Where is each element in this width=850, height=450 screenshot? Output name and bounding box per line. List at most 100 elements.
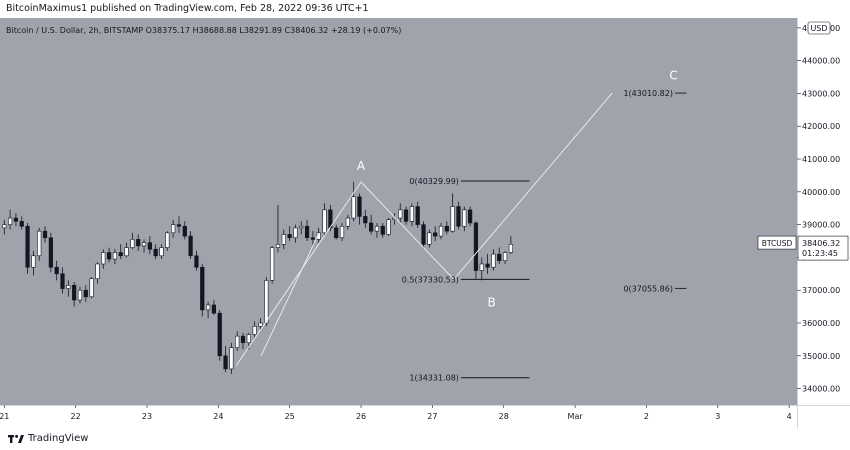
candle	[433, 226, 438, 242]
candle	[450, 193, 455, 233]
candle	[473, 221, 479, 279]
candle-body-down	[415, 206, 420, 225]
candle-body-down	[72, 284, 77, 301]
close-value: 38406.32	[290, 26, 328, 35]
candle	[374, 222, 380, 238]
price-chart[interactable]: Bitcoin / U.S. Dollar, 2h, BITSTAMP O383…	[0, 18, 850, 428]
candle-body-up	[508, 243, 513, 253]
candle-body-down	[194, 255, 199, 268]
candle	[287, 226, 292, 242]
y-tick-label: 40000.00	[802, 188, 840, 197]
candle-body-up	[130, 239, 135, 248]
candle	[106, 247, 112, 263]
y-tick-label: 43000.00	[802, 89, 840, 98]
candle-body-up	[246, 334, 251, 343]
candle-body-up	[165, 232, 170, 248]
y-tick-label: 34000.00	[802, 385, 840, 394]
candle-body-up	[89, 278, 94, 298]
candle	[31, 250, 36, 276]
wave-trendline	[235, 92, 613, 366]
candle	[339, 222, 345, 242]
candle-body-up	[264, 280, 269, 324]
candle-body-down	[310, 237, 316, 240]
candle-body-up	[345, 217, 350, 227]
x-tick-label: 21	[0, 412, 9, 421]
fib-level-label: 1(34331.08)	[409, 374, 459, 383]
fib-level-label: 1(43010.82)	[623, 89, 673, 98]
y-tick-label: 36000.00	[802, 319, 840, 328]
candle	[7, 209, 13, 230]
candle-body-up	[112, 252, 118, 260]
candle	[240, 332, 246, 350]
candle	[37, 227, 42, 261]
candle-body-down	[153, 248, 158, 257]
candle	[444, 221, 449, 235]
candle	[281, 229, 286, 250]
candle	[42, 226, 48, 243]
candle-body-up	[339, 225, 345, 239]
candle-body-down	[48, 237, 53, 268]
candle-body-down	[357, 196, 362, 217]
last-price-tag	[797, 235, 849, 261]
candle	[217, 309, 222, 361]
currency-label: USD	[810, 24, 827, 33]
close-label: C	[282, 26, 291, 35]
candle-body-up	[462, 209, 467, 227]
candle	[153, 244, 158, 260]
candle	[188, 231, 193, 260]
candle	[48, 232, 53, 273]
candle-body-down	[13, 217, 19, 222]
candle-body-up	[171, 224, 176, 234]
candle-body-up	[270, 247, 275, 281]
candle-body-up	[7, 217, 13, 225]
low-value: 38291.89	[244, 26, 282, 35]
candle	[19, 216, 24, 230]
candle	[462, 206, 467, 232]
candle	[479, 257, 484, 281]
candle-body-down	[25, 225, 30, 268]
candle	[293, 224, 298, 243]
x-tick-label: 26	[356, 412, 366, 421]
candle	[235, 331, 240, 351]
high-value: 38688.88	[199, 26, 237, 35]
candle	[66, 280, 71, 297]
symbol-tag	[757, 235, 797, 250]
candle-body-down	[54, 266, 59, 275]
tradingview-brand[interactable]: TradingView	[8, 433, 88, 444]
publish-header: BitcoinMaximus1 published on TradingView…	[0, 0, 850, 18]
candle	[380, 222, 385, 238]
candle-body-down	[106, 252, 112, 260]
candle	[95, 262, 100, 284]
candle-body-down	[497, 253, 502, 261]
candle	[159, 244, 164, 260]
tradingview-brand-text: TradingView	[28, 433, 89, 444]
last-price-value: 38406.32	[802, 239, 840, 248]
chart-canvas[interactable]: Bitcoin / U.S. Dollar, 2h, BITSTAMP O383…	[0, 18, 850, 428]
candle-body-down	[223, 355, 228, 370]
candle	[60, 267, 65, 294]
candle-body-up	[409, 206, 414, 222]
symbol-tag-label: BTCUSD	[762, 239, 793, 248]
fib-level-label: 0(40329.99)	[409, 177, 459, 186]
candle	[497, 247, 502, 264]
y-tick-label: 41000.00	[802, 155, 840, 164]
wave-label: A	[357, 159, 366, 173]
candle-body-down	[19, 221, 24, 227]
candle	[502, 250, 508, 264]
wave-trendline	[260, 234, 319, 357]
candle-body-up	[141, 242, 147, 247]
candle	[363, 209, 368, 228]
candle-body-up	[205, 304, 211, 311]
candle-body-down	[363, 216, 368, 224]
candle	[386, 218, 391, 237]
high-label: H	[190, 26, 199, 35]
candle	[229, 342, 234, 374]
candle-body-up	[77, 289, 83, 301]
candle	[147, 236, 152, 255]
candle-body-up	[275, 243, 281, 248]
fib-level-label: 0(37055.86)	[623, 284, 673, 293]
candle	[77, 286, 83, 304]
candle	[427, 229, 432, 248]
candle-body-down	[136, 239, 141, 247]
candle	[89, 277, 94, 299]
